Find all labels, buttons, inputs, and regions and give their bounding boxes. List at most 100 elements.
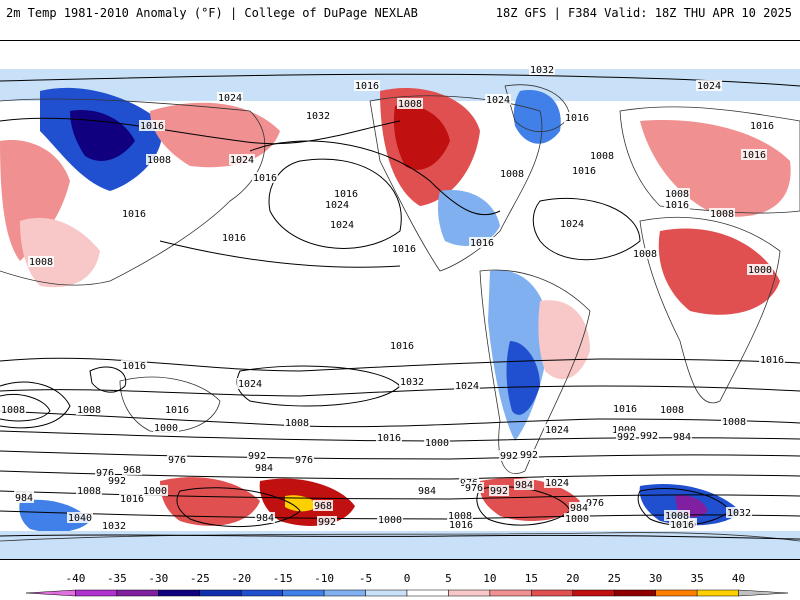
pressure-label: 968 xyxy=(314,501,332,512)
pressure-label-bg xyxy=(709,208,735,219)
pressure-label: 1000 xyxy=(425,438,449,449)
pressure-label-bg xyxy=(464,482,484,493)
colorbar-segment xyxy=(323,589,366,597)
pressure-label: 1024 xyxy=(486,95,510,106)
map-frame: 1032 1016 1024 1024 1008 1024 1016 1032 1016 1016… xyxy=(0,40,800,560)
pressure-label-bg xyxy=(28,256,54,267)
colorbar-tick-label: 25 xyxy=(607,572,621,585)
pressure-label: 984 xyxy=(515,480,533,491)
isobar-nh-2 xyxy=(249,140,501,216)
pressure-label-bg xyxy=(252,172,278,183)
anomaly-africa-warm xyxy=(658,228,780,315)
pressure-label-bg xyxy=(391,243,417,254)
pressure-label: 976 xyxy=(96,468,114,479)
colorbar-segment xyxy=(738,589,789,597)
anomaly-south-band xyxy=(0,531,800,559)
pressure-label-bg xyxy=(585,497,605,508)
pressure-label: 1008 xyxy=(398,99,422,110)
pressure-label: 1016 xyxy=(253,173,277,184)
pressure-label-bg xyxy=(146,154,172,165)
pressure-label: 984 xyxy=(15,493,33,504)
pressure-label-bg xyxy=(164,404,190,415)
pressure-label: 976 xyxy=(295,455,313,466)
pressure-label: 992 xyxy=(248,451,266,462)
pressure-label: 984 xyxy=(256,513,274,524)
pressure-label: 1016 xyxy=(750,121,774,132)
pressure-label-bg xyxy=(254,462,274,473)
isobar-sh-3 xyxy=(0,410,800,428)
isobar-pac-1016 xyxy=(159,240,401,268)
pressure-label-bg xyxy=(759,354,785,365)
pressure-label: 1032 xyxy=(530,65,554,76)
pressure-label-bg xyxy=(569,502,589,513)
pressure-label: 1008 xyxy=(77,405,101,416)
pressure-label-bg xyxy=(571,165,597,176)
colorbar-segment xyxy=(282,589,325,597)
anomaly-india-warm xyxy=(20,217,100,288)
pressure-label: 1016 xyxy=(377,433,401,444)
colorbar-segment xyxy=(116,589,159,597)
colorbar-tick-label: -35 xyxy=(106,572,127,585)
pressure-label-bg xyxy=(0,404,26,415)
coast-asia xyxy=(0,98,266,286)
pressure-label: 1016 xyxy=(449,520,473,531)
anomaly-asia-cold-inner xyxy=(70,110,135,161)
colorbar-segment xyxy=(25,589,76,597)
pressure-label-bg xyxy=(424,437,450,448)
isobar-sh-8 xyxy=(0,510,800,520)
pressure-label-bg xyxy=(612,403,638,414)
pressure-label: 1032 xyxy=(306,111,330,122)
pressure-label-bg xyxy=(726,507,752,518)
isobar-nh-1 xyxy=(0,117,401,145)
colorbar-segment xyxy=(240,589,283,597)
map-title: 2m Temp 1981-2010 Anomaly (°F) | College… xyxy=(6,6,418,20)
pressure-label: 976 xyxy=(465,483,483,494)
pressure-label: 992 xyxy=(640,431,658,442)
pressure-label-bg xyxy=(669,519,695,530)
coast-europe xyxy=(619,106,800,214)
pressure-label-bg xyxy=(639,430,659,441)
colorbar-segment xyxy=(655,589,698,597)
colorbar-tick-label: 15 xyxy=(524,572,538,585)
isobar-pac-high xyxy=(268,158,402,249)
pressure-label: 1008 xyxy=(29,257,53,268)
pressure-label-bg xyxy=(122,464,142,475)
pressure-label-bg xyxy=(67,512,93,523)
colorbar-segment xyxy=(406,589,449,597)
pressure-label: 1016 xyxy=(355,81,379,92)
pressure-label: 1032 xyxy=(400,377,424,388)
anomaly-antarctic-warm-1 xyxy=(160,477,260,526)
pressure-label: 992 xyxy=(500,451,518,462)
pressure-label: 1024 xyxy=(560,219,584,230)
pressure-label: 1016 xyxy=(565,113,589,124)
colorbar-tick-label: 35 xyxy=(690,572,704,585)
pressure-label: 1016 xyxy=(665,200,689,211)
pressure-label-bg xyxy=(417,485,437,496)
pressure-label: 1032 xyxy=(727,508,751,519)
pressure-label: 1016 xyxy=(613,404,637,415)
pressure-label-bg xyxy=(221,232,247,243)
pressure-label: 1024 xyxy=(545,425,569,436)
pressure-label-bg xyxy=(399,376,425,387)
colorbar-segment xyxy=(365,589,408,597)
pressure-label-bg xyxy=(121,208,147,219)
pressure-label: 1016 xyxy=(222,233,246,244)
pressure-label-bg xyxy=(305,110,331,121)
pressure-label: 1008 xyxy=(633,249,657,260)
isobar-sh-5 xyxy=(0,450,800,460)
pressure-label-bg xyxy=(14,492,34,503)
pressure-label: 984 xyxy=(418,486,436,497)
pressure-label-bg xyxy=(376,432,402,443)
pressure-label-bg xyxy=(749,120,775,131)
pressure-label: 1016 xyxy=(122,361,146,372)
pressure-label: 992 xyxy=(617,432,635,443)
pressure-label-bg xyxy=(317,516,337,527)
anomaly-samerica-cold-core xyxy=(506,341,540,415)
pressure-label-bg xyxy=(499,450,519,461)
pressure-label-bg xyxy=(664,199,690,210)
colorbar-tick-label: 5 xyxy=(445,572,452,585)
anomaly-siberia-warm xyxy=(150,102,280,168)
pressure-label: 1000 xyxy=(565,514,589,525)
coastlines xyxy=(0,84,800,542)
pressure-label-bg xyxy=(76,485,102,496)
